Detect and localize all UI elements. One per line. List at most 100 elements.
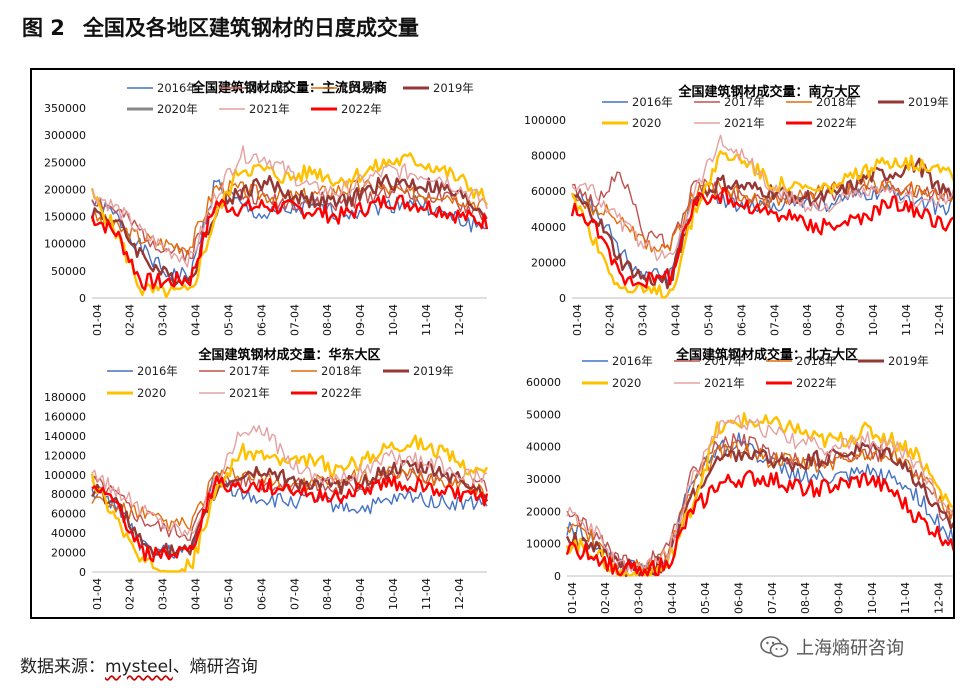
x-tick-label: 09-04 — [354, 304, 367, 336]
figure-title: 图 2 全国及各地区建筑钢材的日度成交量 — [22, 12, 419, 42]
x-tick-label: 04-04 — [190, 304, 203, 336]
y-tick-label: 30000 — [526, 473, 561, 486]
legend-label: 2022年 — [796, 376, 837, 390]
y-tick-label: 100000 — [44, 238, 86, 251]
series-line-2016 — [91, 179, 488, 284]
x-tick-label: 03-04 — [637, 304, 650, 336]
x-tick-label: 09-04 — [833, 582, 846, 614]
x-tick-label: 08-04 — [801, 304, 814, 336]
chart-title: 全国建筑钢材成交量：华东大区 — [197, 347, 380, 363]
y-tick-label: 250000 — [44, 156, 86, 169]
y-tick-label: 200000 — [44, 183, 86, 196]
y-tick-label: 100000 — [524, 114, 566, 127]
y-tick-label: 180000 — [44, 391, 86, 404]
x-tick-label: 05-04 — [702, 304, 715, 336]
chart-panel-2: 全国建筑钢材成交量：南方大区 2016年 2017年 2018年 2019年 2020 20… — [524, 84, 953, 336]
chart-panel-3: 全国建筑钢材成交量：华东大区 2016年 2017年 2018年 2019年 2020 20… — [44, 347, 489, 610]
legend-label: 2017年 — [229, 364, 270, 378]
y-tick-label: 350000 — [44, 102, 86, 115]
y-tick-label: 140000 — [44, 430, 86, 443]
legend-label: 2019年 — [413, 364, 454, 378]
series-line-2019 — [565, 441, 953, 578]
data-source: 数据来源：mysteel、熵研咨询 — [20, 652, 258, 677]
watermark: 上海熵研咨询 — [760, 634, 904, 660]
y-tick-label: 80000 — [51, 488, 86, 501]
legend-label: 2022年 — [816, 116, 857, 130]
legend-label: 2018年 — [321, 364, 362, 378]
legend-label: 2020 — [137, 386, 166, 400]
figure-number: 图 2 — [22, 16, 65, 40]
y-tick-label: 0 — [559, 292, 566, 305]
legend-label: 2018年 — [341, 81, 382, 95]
x-tick-label: 01-04 — [571, 304, 584, 336]
legend-label: 2020 — [632, 116, 661, 130]
y-tick-label: 60000 — [51, 508, 86, 521]
x-tick-label: 10-04 — [387, 304, 400, 336]
x-tick-label: 11-04 — [900, 304, 913, 336]
source-rest: 、熵研咨询 — [172, 657, 258, 677]
legend-label: 2019年 — [433, 81, 474, 95]
x-tick-label: 04-04 — [190, 578, 203, 610]
legend-label: 2022年 — [341, 102, 382, 116]
series-line-2020 — [570, 150, 953, 299]
y-tick-label: 40000 — [51, 527, 86, 540]
series-line-2018 — [572, 176, 953, 253]
y-tick-label: 20000 — [531, 256, 566, 269]
legend-label: 2021年 — [249, 102, 290, 116]
source-mysteel: mysteel — [105, 657, 173, 677]
series-line-2021 — [571, 134, 953, 262]
x-tick-label: 02-04 — [599, 582, 612, 614]
source-label: 数据来源： — [20, 657, 105, 677]
x-tick-label: 05-04 — [222, 578, 235, 610]
x-tick-label: 11-04 — [420, 578, 433, 610]
series-line-2022 — [90, 194, 489, 291]
x-tick-label: 03-04 — [633, 582, 646, 614]
x-tick-label: 12-04 — [453, 578, 466, 610]
wechat-icon — [760, 636, 789, 658]
legend-label: 2020 — [612, 376, 641, 390]
x-tick-label: 03-04 — [157, 578, 170, 610]
series-line-2022 — [570, 186, 953, 289]
figure-title-text: 全国及各地区建筑钢材的日度成交量 — [82, 16, 419, 40]
legend-label: 2018年 — [816, 95, 857, 109]
x-tick-label: 04-04 — [670, 304, 683, 336]
y-tick-label: 160000 — [44, 410, 86, 423]
x-tick-label: 05-04 — [222, 304, 235, 336]
x-tick-label: 08-04 — [799, 582, 812, 614]
x-tick-label: 02-04 — [124, 578, 137, 610]
y-tick-label: 10000 — [526, 538, 561, 551]
x-tick-label: 08-04 — [321, 578, 334, 610]
x-tick-label: 11-04 — [899, 582, 912, 614]
y-tick-label: 20000 — [51, 547, 86, 560]
series-line-2019 — [90, 173, 488, 287]
x-tick-label: 10-04 — [867, 304, 880, 336]
y-tick-label: 300000 — [44, 129, 86, 142]
y-tick-label: 0 — [79, 566, 86, 579]
x-tick-label: 06-04 — [255, 578, 268, 610]
x-tick-label: 12-04 — [933, 304, 946, 336]
chart-title: 全国建筑钢材成交量：北方大区 — [675, 347, 858, 363]
legend-label: 2017年 — [249, 81, 290, 95]
y-tick-label: 0 — [554, 570, 561, 583]
x-tick-label: 10-04 — [866, 582, 879, 614]
series-line-2021 — [91, 424, 488, 538]
y-tick-label: 60000 — [526, 376, 561, 389]
y-tick-label: 0 — [79, 292, 86, 305]
legend-label: 2017年 — [724, 95, 765, 109]
y-tick-label: 100000 — [44, 469, 86, 482]
chart-title: 全国建筑钢材成交量：主流贸易商 — [191, 80, 387, 96]
legend-label: 2021年 — [724, 116, 765, 130]
legend-label: 2017年 — [704, 354, 745, 368]
x-tick-label: 06-04 — [255, 304, 268, 336]
series-line-2017 — [571, 171, 953, 251]
x-tick-label: 05-04 — [699, 582, 712, 614]
series-line-2021 — [91, 145, 488, 268]
x-tick-label: 07-04 — [288, 578, 301, 610]
series-line-2020 — [90, 152, 489, 299]
series-line-2019 — [90, 460, 489, 559]
series-line-2020 — [565, 412, 953, 577]
chart-frame: 全国建筑钢材成交量：主流贸易商 2016年 2017年 2018年 2019年 2020年… — [30, 68, 955, 619]
series-line-2018 — [566, 441, 953, 572]
